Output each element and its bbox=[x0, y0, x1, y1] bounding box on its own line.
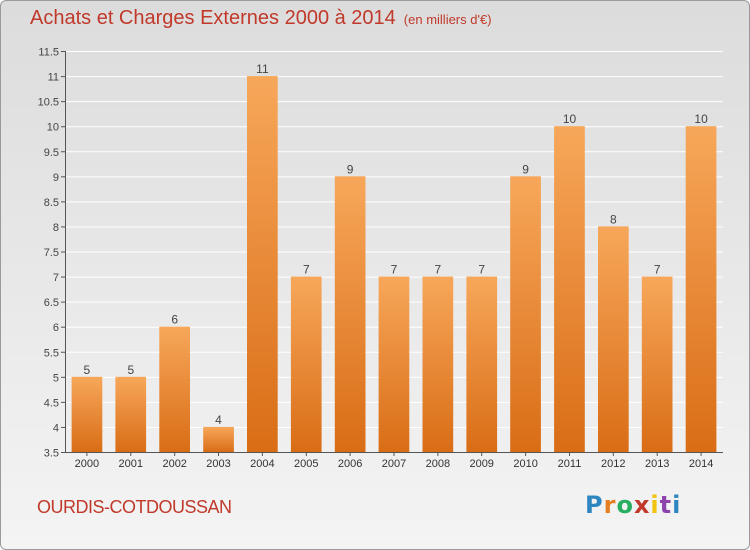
x-tick-label-2000: 2000 bbox=[75, 458, 99, 470]
data-label-2003: 4 bbox=[215, 413, 222, 427]
bar-2007 bbox=[378, 276, 410, 452]
data-label-2000: 5 bbox=[84, 363, 91, 377]
y-tick-label: 8.5 bbox=[44, 197, 59, 209]
bar-2011 bbox=[554, 126, 585, 452]
bar-2014 bbox=[685, 126, 717, 452]
x-tick-label-2004: 2004 bbox=[250, 458, 274, 470]
y-tick-label: 4.5 bbox=[44, 397, 59, 409]
bar-2008 bbox=[422, 276, 454, 452]
x-tick-label-2006: 2006 bbox=[338, 458, 362, 470]
chart-subtitle: (en milliers d'€) bbox=[403, 12, 492, 27]
bar-2003 bbox=[203, 426, 234, 452]
chart-title-text: Achats et Charges Externes 2000 à 2014 bbox=[30, 7, 396, 29]
y-tick-label: 3.5 bbox=[44, 448, 59, 460]
bar-2010 bbox=[510, 176, 541, 453]
data-label-2008: 7 bbox=[435, 263, 442, 277]
y-tick-label: 10 bbox=[47, 122, 59, 134]
commune-name: OURDIS-COTDOUSSAN bbox=[37, 497, 232, 517]
x-tick-label-2014: 2014 bbox=[689, 458, 713, 470]
x-axis: 2000 2001 2002 2003 2004 2005 2006 2007 2008 2009… bbox=[65, 452, 723, 470]
bar-2005 bbox=[290, 276, 322, 452]
bars bbox=[71, 76, 717, 453]
y-tick-label: 9 bbox=[53, 172, 59, 184]
data-label-2002: 6 bbox=[171, 313, 178, 327]
y-tick-label: 9.5 bbox=[44, 147, 59, 159]
x-tick-label-2009: 2009 bbox=[469, 458, 493, 470]
data-label-2005: 7 bbox=[303, 263, 310, 277]
logo-letter: P bbox=[585, 491, 604, 519]
bar-2001 bbox=[115, 376, 147, 452]
x-tick-label-2007: 2007 bbox=[382, 458, 406, 470]
data-label-2009: 7 bbox=[478, 263, 485, 277]
data-label-2007: 7 bbox=[391, 263, 398, 277]
y-tick-label: 6.5 bbox=[44, 297, 59, 309]
data-label-2013: 7 bbox=[654, 263, 661, 277]
proxiti-logo: Proxiti bbox=[585, 491, 681, 519]
x-tick-label-2002: 2002 bbox=[162, 458, 186, 470]
data-label-2006: 9 bbox=[347, 162, 354, 176]
data-label-2001: 5 bbox=[127, 363, 134, 377]
y-tick-label: 7.5 bbox=[44, 247, 59, 259]
x-tick-label-2011: 2011 bbox=[558, 458, 582, 470]
bar-2004 bbox=[247, 76, 278, 452]
bar-2009 bbox=[466, 276, 498, 452]
bar-2006 bbox=[334, 176, 366, 453]
logo-letter: x bbox=[633, 491, 651, 519]
y-tick-label: 10.5 bbox=[38, 97, 59, 109]
data-label-2010: 9 bbox=[522, 162, 529, 176]
logo-letter: i bbox=[672, 491, 682, 519]
bar-2002 bbox=[159, 326, 190, 452]
x-tick-label-2012: 2012 bbox=[601, 458, 625, 470]
logo-letter: t bbox=[659, 491, 673, 519]
logo-letter: i bbox=[650, 491, 660, 519]
x-tick-label-2008: 2008 bbox=[426, 458, 450, 470]
x-tick-label-2001: 2001 bbox=[119, 458, 143, 470]
y-tick-label: 11.5 bbox=[38, 47, 59, 59]
x-tick-label-2005: 2005 bbox=[294, 458, 318, 470]
logo-letter: r bbox=[603, 491, 617, 519]
y-tick-label: 11 bbox=[48, 72, 59, 84]
bar-2012 bbox=[598, 226, 629, 452]
chart-title: Achats et Charges Externes 2000 à 2014 (e… bbox=[30, 7, 492, 30]
y-tick-label: 8 bbox=[53, 222, 59, 234]
y-tick-label: 5.5 bbox=[44, 347, 59, 359]
bar-2000 bbox=[71, 376, 103, 452]
data-label-2014: 10 bbox=[694, 112, 708, 126]
bar-2013 bbox=[641, 276, 673, 452]
y-tick-label: 7 bbox=[53, 272, 59, 284]
data-label-2004: 11 bbox=[256, 62, 269, 76]
y-axis: 3.5 4 4.5 5 5.5 6 6.5 7 7.5 8 8.5 9 9.5 10 10.5 11 11.5 bbox=[38, 47, 66, 460]
x-tick-label-2010: 2010 bbox=[513, 458, 537, 470]
data-labels: 5 5 6 4 11 7 9 7 7 7 9 10 8 7 10 bbox=[84, 62, 709, 427]
logo-letter: o bbox=[616, 491, 634, 519]
data-label-2011: 10 bbox=[563, 112, 577, 126]
data-label-2012: 8 bbox=[610, 212, 617, 226]
y-tick-label: 4 bbox=[53, 422, 59, 434]
y-tick-label: 6 bbox=[53, 322, 59, 334]
y-tick-label: 5 bbox=[53, 372, 59, 384]
x-tick-label-2003: 2003 bbox=[206, 458, 230, 470]
x-tick-label-2013: 2013 bbox=[645, 458, 669, 470]
